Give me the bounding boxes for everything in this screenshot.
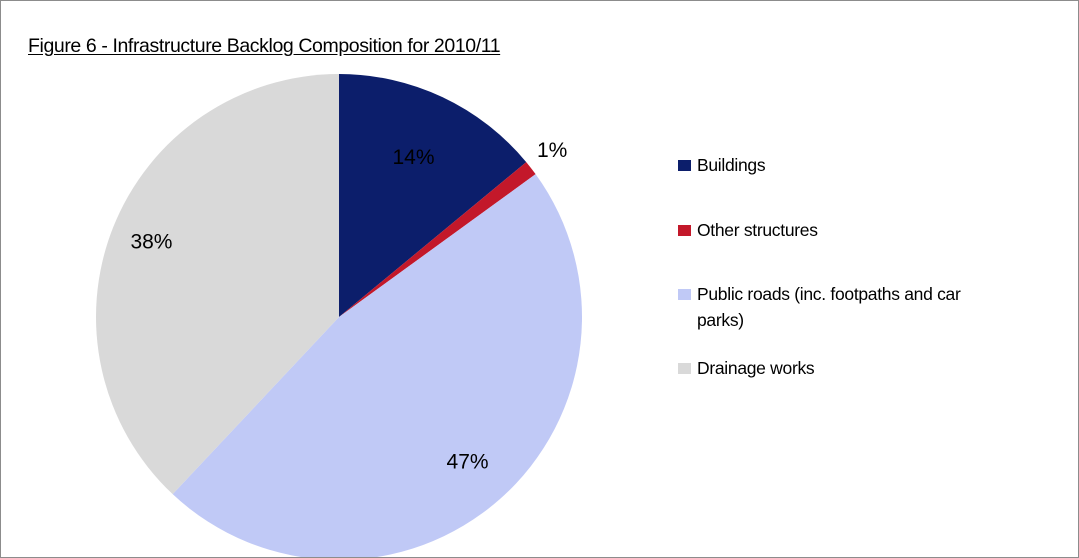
legend-item-drainage-works: Drainage works — [678, 355, 1058, 381]
pie-slice-other — [339, 162, 536, 317]
chart-title: Figure 6 - Infrastructure Backlog Compos… — [28, 35, 501, 57]
legend-item-public-roads: Public roads (inc. footpaths and car par… — [678, 281, 997, 333]
pie-label-public: 47% — [447, 450, 489, 473]
pie-slice-public — [172, 174, 582, 557]
pie-slice-buildings — [339, 74, 527, 317]
pie-label-buildings: 14% — [392, 146, 434, 169]
legend-label-public-roads: Public roads (inc. footpaths and car par… — [697, 284, 961, 330]
legend-swatch-drainage-works — [678, 363, 691, 374]
legend-item-buildings: Buildings — [678, 152, 1058, 178]
legend-label-buildings: Buildings — [697, 155, 766, 175]
legend-label-drainage-works: Drainage works — [697, 358, 815, 378]
legend-label-other-structures: Other structures — [697, 220, 818, 240]
legend: Buildings Other structures Public roads … — [678, 152, 1058, 381]
legend-swatch-public-roads — [678, 289, 691, 300]
pie-slice-drainage — [95, 73, 339, 495]
legend-swatch-buildings — [678, 160, 691, 171]
legend-item-other-structures: Other structures — [678, 217, 1058, 243]
legend-swatch-other-structures — [678, 225, 691, 236]
pie-label-drainage: 38% — [130, 230, 172, 253]
pie-label-other: 1% — [537, 139, 567, 162]
